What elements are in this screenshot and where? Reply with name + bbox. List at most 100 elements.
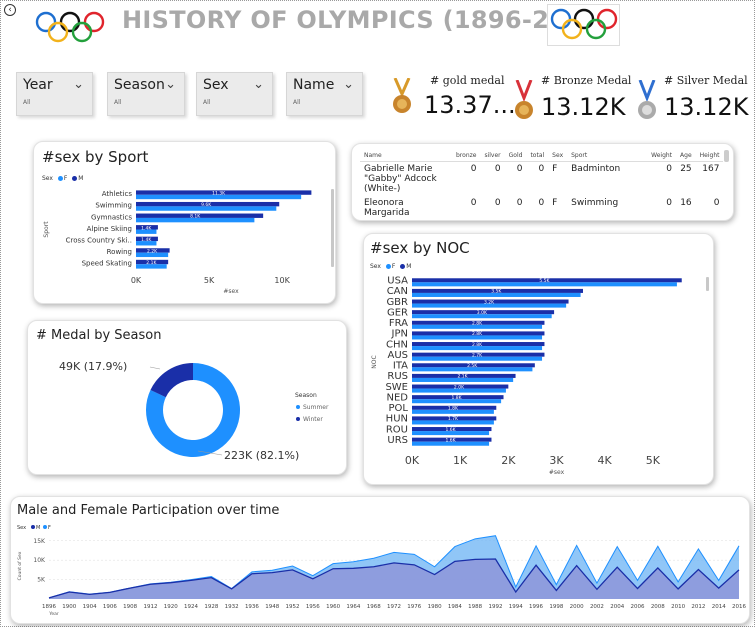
silver-medal-icon bbox=[638, 80, 656, 119]
chevron-down-icon[interactable]: ⌄ bbox=[253, 77, 264, 92]
kpi-gold-value: 13.37... bbox=[424, 91, 516, 119]
table-header-gold[interactable]: Gold bbox=[504, 150, 527, 162]
x-tick-label: 1956 bbox=[306, 604, 320, 610]
slicer-sex-label: Sex bbox=[203, 77, 229, 93]
category-label: Rowing bbox=[107, 248, 132, 256]
season-donut-chart[interactable]: 223K (82.1%) 49K (17.9%) Season Summer Winte… bbox=[28, 343, 346, 473]
bar-m bbox=[136, 248, 170, 253]
legend-f-dot bbox=[43, 525, 47, 529]
chevron-down-icon[interactable]: ⌄ bbox=[343, 77, 354, 92]
bar-f bbox=[412, 282, 677, 287]
table-header-age[interactable]: Age bbox=[676, 150, 696, 162]
area-m bbox=[49, 559, 739, 599]
x-tick-label: 10K bbox=[274, 276, 290, 285]
x-tick-label: 1896 bbox=[42, 604, 56, 610]
participation-area-chart[interactable]: Sex M F 5K 10K 15K Count of Sex 1896 1900 1904 190… bbox=[11, 523, 749, 623]
data-label: 1.6K bbox=[445, 437, 456, 443]
x-tick-label: 1920 bbox=[164, 604, 178, 610]
table-cell: 0 bbox=[666, 198, 673, 208]
table-header-weight[interactable]: Weight bbox=[647, 150, 677, 162]
bar-f bbox=[412, 388, 506, 393]
category-label: HUN bbox=[386, 414, 408, 425]
data-label: 3.5K bbox=[491, 289, 502, 295]
table-header-row: Name bronze silver Gold total Sex Sport Weight A… bbox=[360, 150, 724, 162]
noc-chart-card[interactable]: #sex by NOC Sex F M NOC USA 5.5K CAN 3.5K GBR… bbox=[363, 233, 714, 485]
bar-f bbox=[412, 431, 490, 436]
category-label: GER bbox=[387, 307, 408, 318]
slicer-year[interactable]: Year All ⌄ bbox=[16, 72, 93, 116]
category-label: GBR bbox=[386, 297, 408, 308]
x-tick-label: 1994 bbox=[509, 604, 523, 610]
category-label: Swimming bbox=[95, 202, 132, 210]
sport-chart-card[interactable]: #sex by Sport Sex F M Sport Athletics 11.3… bbox=[33, 141, 336, 304]
category-label: NED bbox=[387, 392, 409, 403]
category-label: Speed Skating bbox=[82, 260, 132, 268]
bar-f bbox=[136, 206, 277, 211]
table-header-sex[interactable]: Sex bbox=[548, 150, 568, 162]
table-header-name[interactable]: Name bbox=[360, 150, 452, 162]
bar-m bbox=[136, 236, 158, 242]
athlete-table-card[interactable]: Name bronze silver Gold total Sex Sport Weight A… bbox=[351, 143, 734, 221]
table-header-total[interactable]: total bbox=[526, 150, 549, 162]
bar-m bbox=[412, 416, 497, 421]
x-tick-label: 1998 bbox=[549, 604, 563, 610]
table-row[interactable]: Gabrielle Marie "Gabby" Adcock (White-) 0… bbox=[360, 162, 723, 197]
bar-m bbox=[412, 373, 516, 378]
table-header-bronze[interactable]: bronze bbox=[452, 150, 481, 162]
x-tick-label: 2012 bbox=[691, 604, 705, 610]
slicer-sex[interactable]: Sex All ⌄ bbox=[196, 72, 273, 116]
category-label: JPN bbox=[391, 329, 408, 340]
table-scrollbar[interactable] bbox=[724, 150, 729, 162]
x-tick-label: 1912 bbox=[143, 604, 157, 610]
table-cell: 0 bbox=[494, 198, 501, 208]
bar-m bbox=[412, 320, 545, 325]
athlete-table[interactable]: Name bronze silver Gold total Sex Sport Weight A… bbox=[360, 150, 724, 220]
y-axis-title: Sport bbox=[43, 221, 50, 238]
season-donut-card[interactable]: # Medal by Season 223K (82.1%) 49K (17.9%… bbox=[27, 320, 347, 475]
kpi-silver-value: 13.12K bbox=[664, 93, 749, 121]
bar-f bbox=[412, 409, 494, 414]
data-label: 9.6K bbox=[201, 202, 212, 208]
kpi-silver: # Silver Medal 13.12K bbox=[664, 74, 748, 121]
noc-chart-title: #sex by NOC bbox=[370, 239, 470, 257]
table-cell: 25 bbox=[680, 164, 692, 174]
bar-m bbox=[412, 299, 569, 304]
x-tick-label: 0K bbox=[405, 454, 420, 467]
data-label: 2.0K bbox=[454, 384, 465, 390]
sport-bar-chart[interactable]: Sport Athletics 11.3K Swimming 9.6K Gymnastic… bbox=[34, 182, 334, 302]
table-cell: 0 bbox=[713, 198, 720, 208]
data-label: 1.7K bbox=[448, 416, 459, 422]
category-label: URS bbox=[387, 435, 408, 446]
x-tick-label: 1964 bbox=[346, 604, 360, 610]
table-header-silver[interactable]: silver bbox=[480, 150, 505, 162]
data-label: 3.0K bbox=[477, 310, 488, 316]
back-icon[interactable]: ‹ bbox=[4, 4, 16, 16]
slicer-name-label: Name bbox=[293, 77, 335, 93]
table-header-sport[interactable]: Sport bbox=[567, 150, 648, 162]
x-tick-label: 1906 bbox=[103, 604, 117, 610]
table-cell: 0 bbox=[516, 198, 523, 208]
chevron-down-icon[interactable]: ⌄ bbox=[165, 77, 176, 92]
x-tick-label: 2010 bbox=[671, 604, 685, 610]
legend-summer-label: Summer bbox=[303, 404, 329, 411]
x-tick-label: 2004 bbox=[610, 604, 624, 610]
table-row[interactable]: Eleonora Margarida 0 0 0 0 F Swimming 0 16 0 bbox=[360, 196, 723, 220]
table-header-height[interactable]: Height bbox=[695, 150, 724, 162]
legend-f-label: F bbox=[391, 263, 396, 270]
noc-bar-chart[interactable]: NOC USA 5.5K CAN 3.5K GBR 3.2K GER 3.0K FRA 2.8K JP… bbox=[364, 270, 712, 484]
category-label: RUS bbox=[387, 371, 408, 382]
bar-f bbox=[136, 264, 167, 269]
x-tick-label: 1904 bbox=[83, 604, 97, 610]
x-axis-title: Year bbox=[48, 611, 59, 617]
category-label: POL bbox=[389, 403, 409, 414]
table-cell: Gabrielle Marie "Gabby" Adcock (White-) bbox=[364, 164, 437, 194]
legend-winter-dot bbox=[296, 417, 300, 421]
data-label: 2.1K bbox=[458, 374, 469, 380]
slicer-season[interactable]: Season All ⌄ bbox=[107, 72, 185, 116]
chevron-down-icon[interactable]: ⌄ bbox=[73, 77, 84, 92]
x-tick-label: 3K bbox=[549, 454, 564, 467]
participation-timeline-card[interactable]: Male and Female Participation over time … bbox=[10, 496, 750, 624]
category-label: AUS bbox=[387, 350, 408, 361]
bar-f bbox=[412, 346, 543, 351]
slicer-name[interactable]: Name All ⌄ bbox=[286, 72, 363, 116]
